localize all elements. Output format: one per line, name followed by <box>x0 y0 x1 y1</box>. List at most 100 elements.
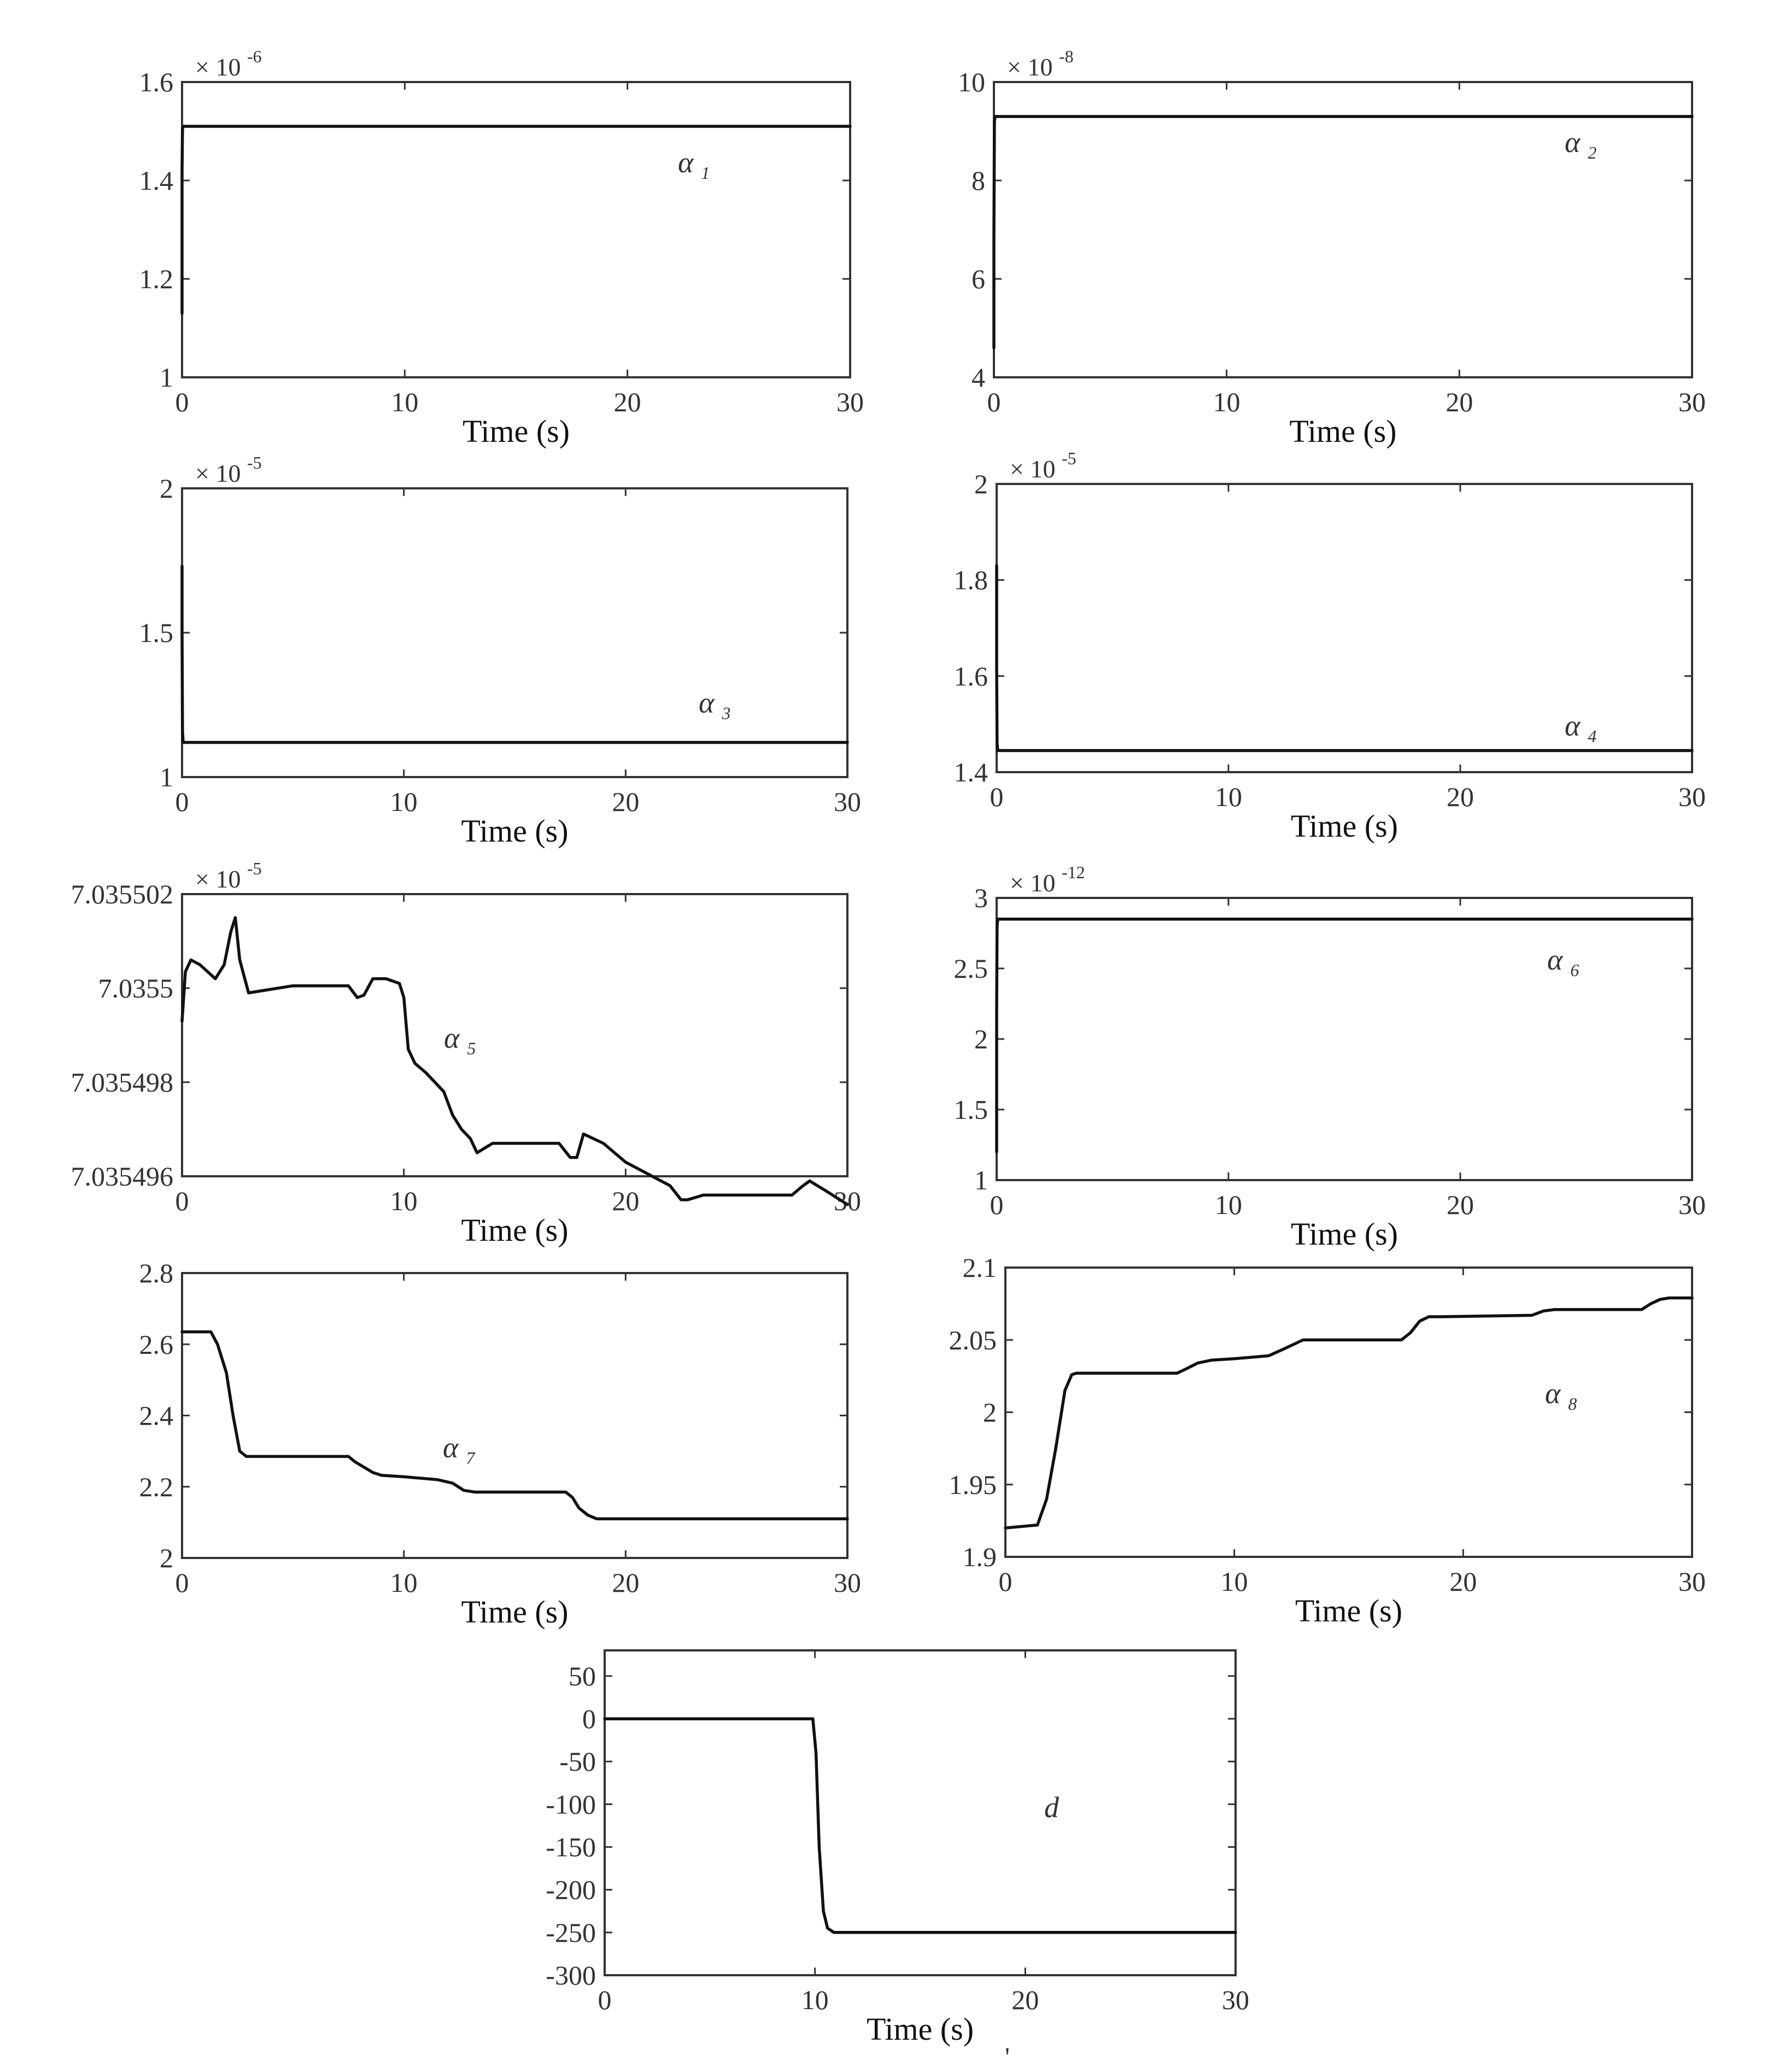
y-tick-label: 2.8 <box>139 1258 174 1288</box>
y-tick-label: 1.5 <box>139 617 174 648</box>
x-tick-label: 20 <box>612 1567 639 1598</box>
y-tick-label: 1.9 <box>963 1542 997 1572</box>
chart-alpha6: 0 10 20 30 1 1.5 2 2.5 3 Time (s) × 10 -12 α 6 <box>954 862 1706 1252</box>
y-tick-label: 1.4 <box>139 165 174 196</box>
x-tick-label: 20 <box>1447 781 1474 812</box>
plot-frame <box>604 1649 1237 1976</box>
series-line-alpha6 <box>995 917 1694 1154</box>
series-label-subscript: 4 <box>1588 726 1596 746</box>
x-tick-label: 10 <box>390 1186 418 1216</box>
x-axis-label: Time (s) <box>1295 1593 1402 1629</box>
x-tick-label: 20 <box>1445 387 1473 417</box>
x-tick-label: 10 <box>390 1567 418 1598</box>
x-tick-label: 0 <box>990 781 1004 812</box>
series-line-alpha2 <box>992 115 1694 349</box>
x-tick-label: 10 <box>801 1985 829 2015</box>
plot-frame <box>996 897 1693 1181</box>
y-tick-label: 8 <box>971 165 985 196</box>
y-tick-label: 50 <box>569 1661 596 1691</box>
x-axis-label: Time (s) <box>461 813 568 849</box>
y-tick-label: 7.0355 <box>98 973 174 1003</box>
series-label-subscript: 1 <box>701 163 710 183</box>
x-axis-label: Time (s) <box>463 413 570 449</box>
chart-alpha8: 0 10 20 30 1.9 1.95 2 2.05 2.1 Time (s) α 8 <box>949 1252 1706 1629</box>
x-tick-label: 10 <box>1215 1189 1242 1220</box>
chart-alpha4: 0 10 20 30 1.4 1.6 1.8 2 Time (s) × 10 -5 α 4 <box>954 448 1706 844</box>
chart-alpha2: 0 10 20 30 4 6 8 10 Time (s) × 10 -8 α 2 <box>958 46 1706 449</box>
y-tick-label: 7.035502 <box>71 879 174 909</box>
y-tick-label: 2.2 <box>139 1472 174 1502</box>
series-label-symbol: α <box>1565 709 1581 742</box>
series-label-symbol: α <box>1565 126 1581 159</box>
x-tick-label: 10 <box>1213 387 1240 417</box>
chart-alpha3: 0 10 20 30 1 1.5 2 Time (s) × 10 -5 α 3 <box>139 453 862 849</box>
x-tick-label: 10 <box>390 786 418 817</box>
series-label-subscript: 6 <box>1570 960 1579 980</box>
series-label-symbol: d <box>1044 1791 1060 1824</box>
axis-exponent-base: × 10 <box>1010 869 1062 897</box>
x-tick-label: 10 <box>1221 1566 1248 1597</box>
y-tick-label: -150 <box>546 1832 596 1863</box>
axis-exponent-power: -6 <box>247 46 262 66</box>
x-tick-label: 20 <box>612 786 639 817</box>
plot-frame <box>993 81 1693 378</box>
x-tick-label: 0 <box>990 1189 1004 1220</box>
series-label: d <box>1044 1791 1060 1824</box>
series-label-symbol: α <box>1547 943 1564 976</box>
axis-exponent-power: -5 <box>247 859 262 878</box>
series-line-alpha1 <box>180 125 852 315</box>
x-tick-label: 30 <box>1678 781 1706 812</box>
x-tick-label: 20 <box>1447 1189 1474 1220</box>
plot-frame <box>181 487 848 778</box>
y-tick-label: 1.6 <box>139 67 174 97</box>
x-tick-label: 0 <box>175 387 189 417</box>
x-axis-label: Time (s) <box>461 1594 568 1630</box>
y-tick-label: 1 <box>160 362 173 393</box>
y-tick-label: 2 <box>983 1397 997 1428</box>
x-tick-label: 20 <box>1449 1566 1477 1597</box>
y-tick-label: 1.8 <box>954 565 988 596</box>
x-tick-label: 10 <box>391 387 418 417</box>
series-line-alpha3 <box>180 564 849 744</box>
y-tick-label: -250 <box>546 1917 596 1948</box>
axis-exponent-power: -5 <box>247 453 262 472</box>
y-tick-label: -100 <box>546 1789 596 1819</box>
axis-exponent-base: × 10 <box>1010 455 1062 483</box>
series-label-subscript: 7 <box>466 1448 476 1468</box>
y-tick-label: 2 <box>974 469 988 499</box>
y-tick-label: 1.2 <box>139 264 174 294</box>
y-tick-label: 2.5 <box>954 953 988 984</box>
series-line-alpha4 <box>995 564 1694 752</box>
series-line-alpha5 <box>180 916 849 1206</box>
x-tick-label: 0 <box>999 1566 1013 1597</box>
y-tick-label: 1 <box>160 762 173 792</box>
series-label-symbol: α <box>699 686 715 719</box>
y-tick-label: 2.4 <box>139 1400 174 1431</box>
series-label-subscript: 3 <box>721 703 730 723</box>
x-tick-label: 30 <box>1678 387 1706 417</box>
x-tick-label: 0 <box>987 387 1001 417</box>
axis-exponent: × 10 -5 <box>195 859 262 893</box>
series-label-subscript: 2 <box>1588 143 1596 162</box>
axis-exponent-base: × 10 <box>195 53 247 81</box>
y-tick-label: 1.5 <box>954 1094 988 1125</box>
series-line-alpha7 <box>180 1330 849 1521</box>
y-tick-label: 7.035496 <box>71 1161 174 1192</box>
x-tick-label: 20 <box>1011 1985 1039 2015</box>
plot-frame <box>181 1272 848 1559</box>
axis-exponent-power: -12 <box>1062 862 1085 882</box>
x-tick-label: 30 <box>834 1186 861 1216</box>
x-axis-label: Time (s) <box>461 1212 568 1248</box>
axis-exponent-base: × 10 <box>195 459 247 487</box>
y-tick-label: 4 <box>971 362 985 393</box>
y-tick-label: -200 <box>546 1875 596 1905</box>
series-label-symbol: α <box>678 146 694 179</box>
axis-exponent: × 10 -8 <box>1007 46 1074 81</box>
series-label-subscript: 8 <box>1568 1394 1577 1414</box>
x-axis-label: Time (s) <box>1291 1216 1398 1252</box>
plot-frame <box>181 893 848 1177</box>
